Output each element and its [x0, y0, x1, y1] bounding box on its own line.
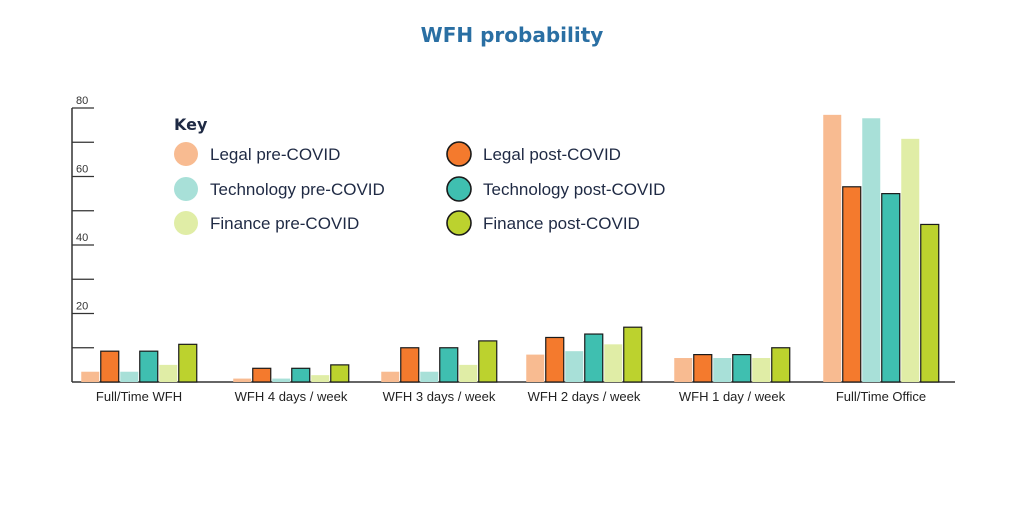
legend-label: Finance pre-COVID	[210, 214, 359, 233]
bar	[120, 371, 139, 382]
legend-swatch	[174, 142, 198, 166]
legend-label: Finance post-COVID	[483, 214, 640, 233]
bar	[604, 344, 623, 382]
bar	[752, 358, 771, 382]
bar	[565, 351, 584, 382]
x-tick-label: WFH 2 days / week	[528, 389, 641, 404]
bar	[545, 336, 565, 383]
bar	[139, 350, 159, 383]
bar	[330, 364, 350, 383]
legend-swatch	[174, 211, 198, 235]
bar	[842, 186, 862, 383]
x-tick-labels: Full/Time WFH WFH 4 days / week WFH 3 days…	[96, 389, 926, 404]
x-tick-label: WFH 1 day / week	[679, 389, 786, 404]
bar	[713, 358, 732, 382]
bar	[920, 223, 940, 383]
x-tick-label: Full/Time Office	[836, 389, 926, 404]
y-tick-label: 60	[76, 164, 88, 176]
legend-label: Technology pre-COVID	[210, 180, 385, 199]
bar	[252, 367, 272, 383]
x-tick-label: WFH 4 days / week	[235, 389, 348, 404]
bar	[233, 378, 252, 382]
y-tick-label: 40	[76, 232, 88, 244]
legend-swatch	[174, 177, 198, 201]
legend-swatch	[446, 141, 472, 167]
bar	[478, 340, 498, 383]
bar	[732, 354, 752, 383]
bar	[623, 326, 643, 383]
bar	[823, 114, 842, 382]
bar	[584, 333, 604, 383]
legend-title: Key	[174, 115, 208, 134]
bar	[901, 138, 920, 382]
bar	[159, 364, 178, 382]
x-tick-label: WFH 3 days / week	[383, 389, 496, 404]
legend-label: Technology post-COVID	[483, 180, 665, 199]
x-tick-label: Full/Time WFH	[96, 389, 182, 404]
bar	[459, 364, 478, 382]
y-tick-label: 20	[76, 301, 88, 313]
bar	[693, 354, 713, 383]
bar	[674, 358, 693, 382]
bar	[771, 347, 791, 383]
bar	[400, 347, 420, 383]
bar	[272, 378, 291, 382]
bar	[178, 343, 198, 383]
bar	[81, 371, 100, 382]
bar	[381, 371, 400, 382]
legend-swatch	[446, 210, 472, 236]
y-tick-label: 80	[76, 95, 88, 107]
bar	[862, 118, 881, 383]
bars	[81, 114, 940, 383]
chart-title: WFH probability	[421, 23, 604, 47]
axes: 20 40 60 80	[71, 95, 955, 383]
bar	[881, 193, 901, 383]
legend-label: Legal pre-COVID	[210, 145, 340, 164]
legend-swatch	[446, 176, 472, 202]
bar	[291, 367, 311, 383]
bar	[439, 347, 459, 383]
bar	[311, 375, 330, 382]
bar	[100, 350, 120, 383]
legend-label: Legal post-COVID	[483, 145, 621, 164]
bar	[420, 371, 439, 382]
bar	[526, 354, 545, 382]
